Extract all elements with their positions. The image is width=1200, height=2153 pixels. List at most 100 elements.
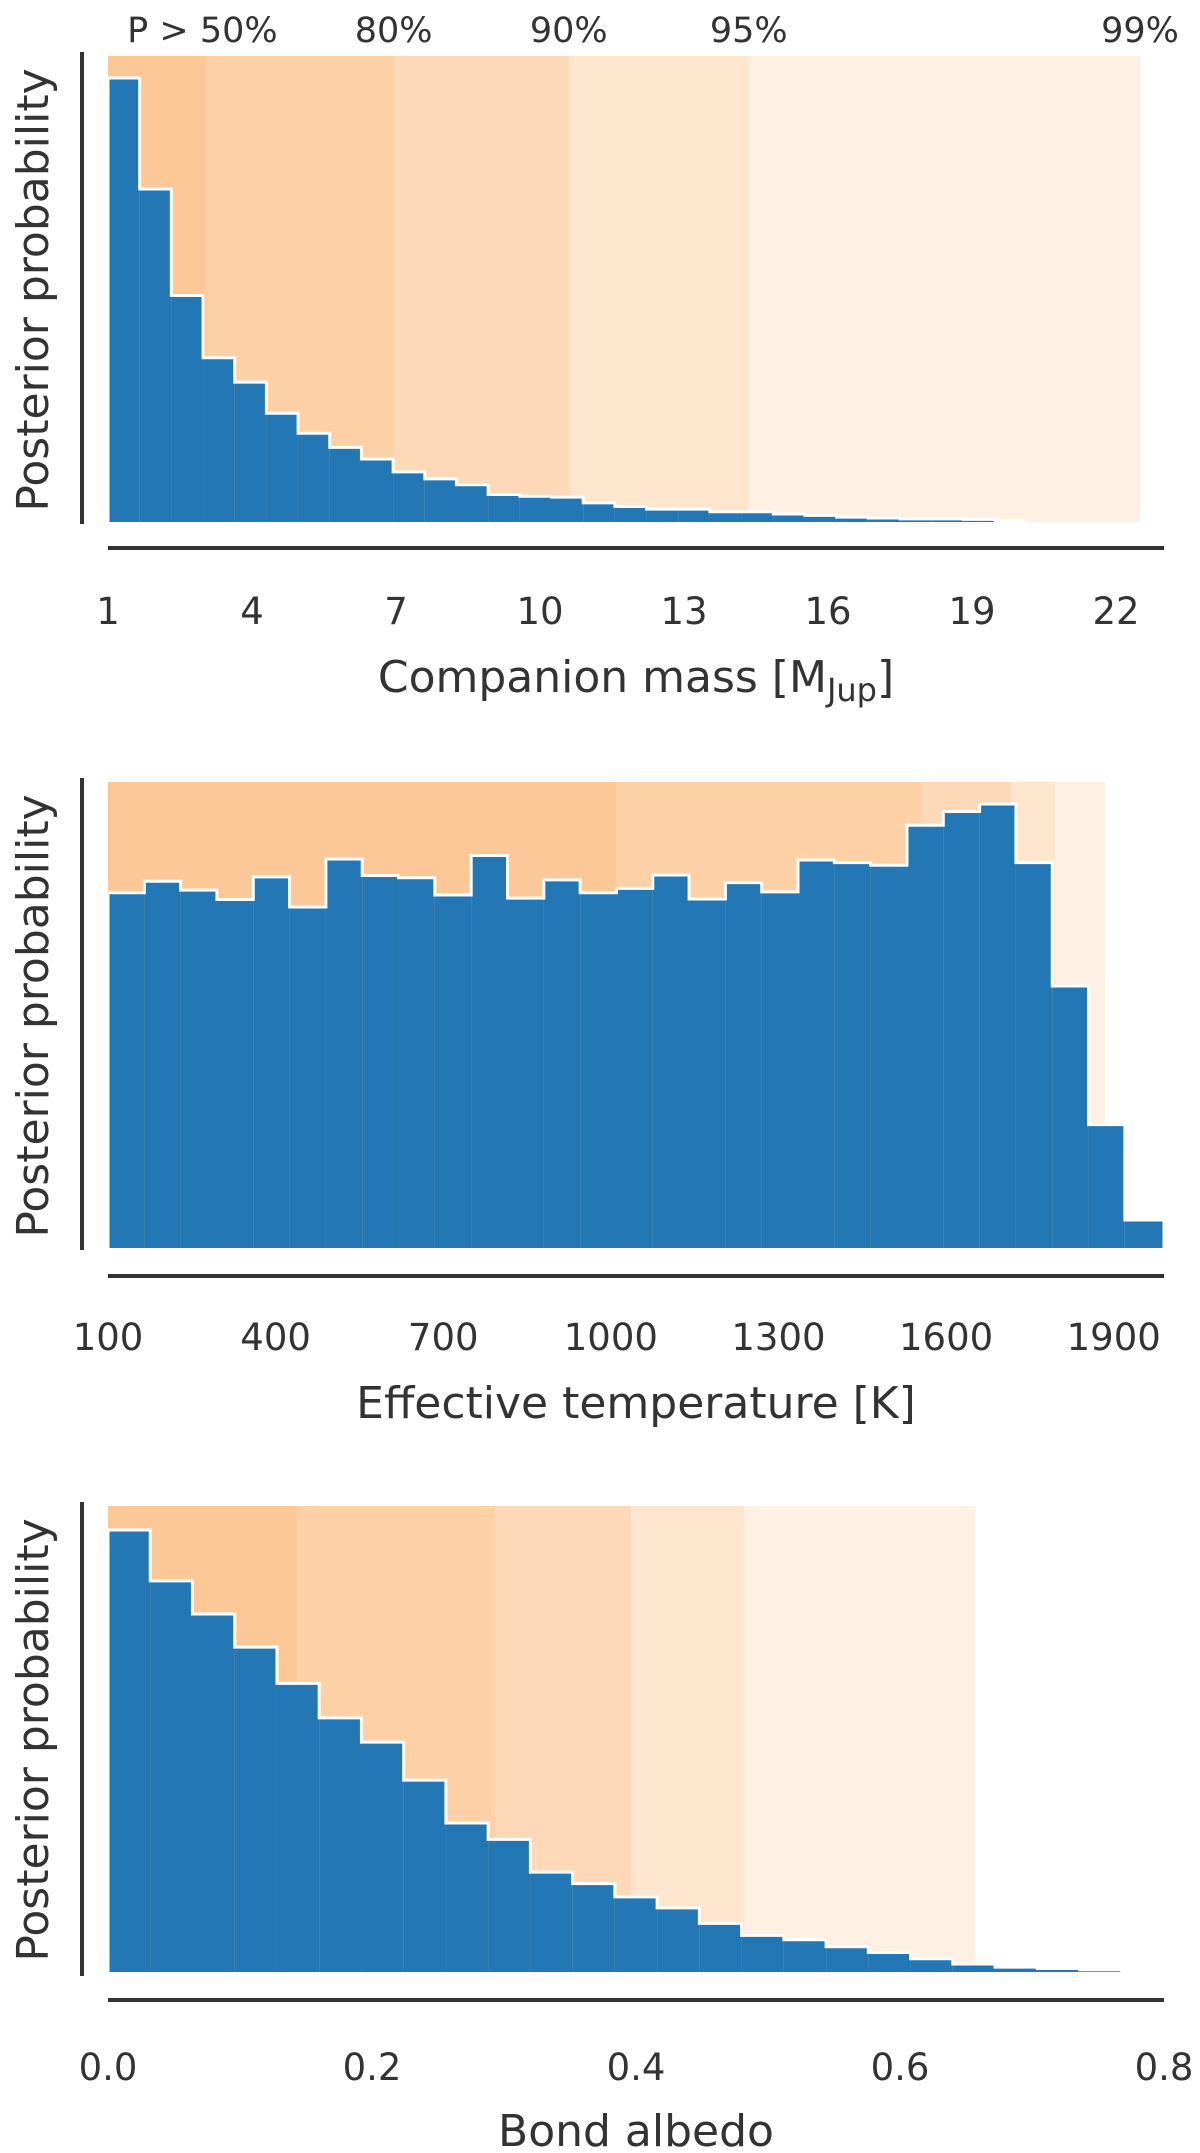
histogram-bar [108, 1530, 151, 1972]
histogram-bar [144, 881, 181, 1248]
histogram-outline [106, 802, 1166, 1248]
histogram-bar [445, 1823, 489, 1972]
chart-panel-2: 100 400 700 1000 1300 1600 1900 Effective tempe… [8, 778, 1166, 1429]
histogram-bar [150, 1580, 193, 1972]
histogram-bar [995, 1967, 1038, 1972]
histogram-bar [325, 859, 363, 1248]
histogram-bar [216, 899, 254, 1248]
histogram-bar [868, 518, 900, 522]
histogram-bar [1015, 862, 1053, 1248]
histogram-bar [678, 509, 710, 522]
x-tick-label: 0.4 [607, 2046, 666, 2089]
histogram-bar [870, 865, 907, 1248]
x-axis-title: Effective temperature [K] [356, 1378, 916, 1429]
histogram-bar [906, 825, 944, 1248]
histogram-bar [424, 478, 457, 522]
histogram-bar [362, 875, 399, 1248]
x-tick-label: 0.0 [79, 2046, 138, 2089]
histogram-bar [798, 859, 835, 1248]
histogram-bar [519, 496, 552, 522]
histogram-bar [361, 458, 394, 522]
histogram-bar [234, 382, 267, 522]
histogram-bar [657, 1907, 700, 1972]
histogram-bar [171, 295, 204, 522]
histogram-outline [106, 76, 1029, 523]
histogram-bar [572, 1883, 615, 1972]
histogram-bar [192, 1613, 235, 1972]
histogram-bar [139, 189, 172, 522]
chart-panel-1: 1 4 7 10 13 16 19 22 Companion mass [MJup] Poster… [8, 11, 1179, 709]
chart-panel-3: 0.0 0.2 0.4 0.6 0.8 Bond albedo Posterior prob… [8, 1502, 1193, 2153]
histogram-bar [108, 892, 145, 1248]
histogram-bar [276, 1683, 320, 1972]
x-tick-label: 1600 [899, 1316, 993, 1359]
histogram-bar [952, 1964, 996, 1972]
histogram-bar [398, 877, 435, 1248]
histogram-bar [689, 899, 726, 1248]
histogram-bar [361, 1742, 404, 1972]
histogram-bar [761, 891, 799, 1248]
histogram-bar [488, 1839, 531, 1972]
histogram-outline [106, 1528, 1166, 1973]
histogram-bar [783, 1939, 827, 1972]
histogram-bar [900, 518, 932, 522]
histogram-bar [868, 1952, 911, 1972]
histogram-bar [725, 882, 762, 1248]
histogram-bar [616, 888, 653, 1248]
credible-band-label: P > 50% [127, 11, 277, 51]
histogram-bar [403, 1780, 446, 1972]
x-tick-label: 700 [408, 1316, 479, 1359]
x-tick-label: 0.6 [871, 2046, 930, 2089]
histogram-bar [646, 509, 679, 522]
histogram-bar [329, 447, 362, 522]
histogram-bar [741, 1935, 784, 1972]
histogram-bar [1124, 1220, 1164, 1248]
histogram-bar [614, 1896, 658, 1972]
credible-band-label: 80% [355, 11, 433, 51]
x-tick-label: 13 [660, 590, 707, 633]
histogram-bar [253, 876, 290, 1248]
histogram-bar [530, 1872, 573, 1972]
histogram-bar [298, 433, 330, 522]
x-tick-label: 19 [948, 590, 995, 633]
x-tick-label: 1300 [731, 1316, 825, 1359]
histogram-bar [108, 78, 140, 522]
x-tick-label: 100 [73, 1316, 144, 1359]
histogram-bar [180, 890, 217, 1248]
histogram-bar [943, 811, 980, 1248]
histogram-bar [551, 497, 584, 522]
histogram-bar [488, 494, 520, 522]
x-tick-label: 0.8 [1135, 2046, 1194, 2089]
x-tick-label: 7 [384, 590, 408, 633]
histogram-bar [543, 879, 581, 1248]
histogram-bar [434, 895, 472, 1248]
histogram-bar [1088, 1124, 1125, 1248]
histogram-bar [289, 907, 326, 1248]
y-axis-title: Posterior probability [8, 794, 59, 1237]
histogram-bar [580, 892, 617, 1248]
histogram-bar [1052, 986, 1089, 1248]
y-axis-title: Posterior probability [8, 1518, 59, 1961]
x-tick-label: 22 [1092, 590, 1139, 633]
histogram-bar [471, 855, 508, 1248]
histogram-bar [456, 484, 489, 522]
histogram-bar [834, 862, 871, 1248]
histogram-bar [741, 511, 774, 522]
histogram-bar [652, 875, 690, 1248]
histogram-bar [234, 1647, 277, 1972]
histogram-bar [709, 511, 742, 522]
histogram-bar [836, 517, 869, 522]
histogram-bar [203, 357, 235, 522]
histogram-bar [804, 515, 837, 522]
histogram-bar [931, 518, 964, 522]
x-axis-title: Bond albedo [498, 2106, 774, 2153]
x-tick-label: 1900 [1067, 1316, 1161, 1359]
credible-band-label: 90% [530, 11, 608, 51]
histogram-bar [826, 1946, 869, 1972]
histogram-bar [699, 1923, 742, 1972]
histogram-bar [614, 506, 647, 522]
x-tick-label: 10 [516, 590, 563, 633]
x-tick-label: 4 [240, 590, 264, 633]
histogram-bar [910, 1958, 953, 1972]
